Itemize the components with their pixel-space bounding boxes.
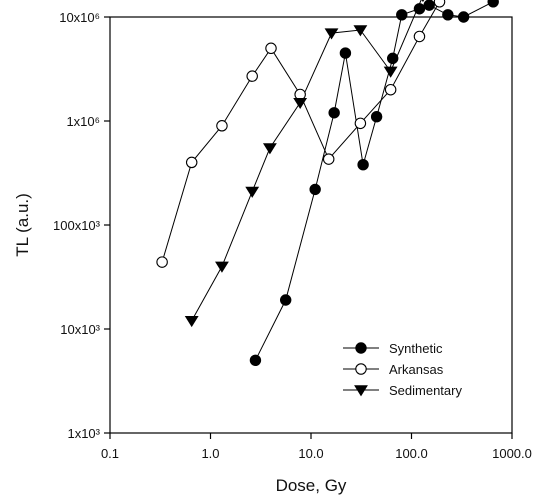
x-tick-label: 1.0 — [201, 446, 219, 461]
x-tick-label: 100.0 — [395, 446, 428, 461]
data-point-sedimentary — [184, 316, 199, 328]
y-tick-label: 100x10³ — [53, 218, 101, 233]
series-line-sedimentary — [191, 0, 422, 322]
data-point-synthetic — [442, 9, 454, 21]
x-axis-title: Dose, Gy — [276, 476, 347, 495]
data-point-synthetic — [309, 183, 321, 196]
data-point-synthetic — [279, 294, 292, 306]
data-point-synthetic — [328, 107, 340, 119]
data-point-synthetic — [487, 0, 499, 8]
data-point-sedimentary — [383, 66, 398, 78]
y-axis-title: TL (a.u.) — [13, 193, 32, 257]
x-tick-label: 1000.0 — [492, 446, 532, 461]
data-point-arkansas — [384, 83, 397, 96]
data-point-sedimentary — [262, 143, 277, 155]
y-tick-label: 1x10⁶ — [66, 114, 100, 129]
series-line-arkansas — [161, 1, 440, 263]
data-point-sedimentary — [215, 261, 229, 273]
data-point-arkansas — [433, 0, 446, 8]
data-point-synthetic — [413, 3, 426, 15]
data-point-arkansas — [354, 117, 367, 130]
data-point-synthetic — [386, 52, 399, 65]
data-point-arkansas — [413, 30, 426, 43]
tick-marks: 0.1 1.0 10.0 100.0 1000.0 1x10³ 10x10³ 100x10³ 1… — [53, 10, 532, 461]
legend-marker-sedimentary — [354, 385, 368, 397]
data-point-arkansas — [265, 42, 277, 55]
data-point-synthetic — [249, 354, 262, 367]
legend-label: Sedimentary — [389, 383, 462, 398]
x-tick-label: 10.0 — [298, 446, 323, 461]
data-point-sedimentary — [245, 186, 260, 198]
data-point-arkansas — [322, 153, 335, 165]
data-point-arkansas — [246, 70, 258, 82]
data-point-arkansas — [185, 156, 198, 169]
data-point-synthetic — [339, 47, 352, 59]
y-tick-label: 10x10⁶ — [59, 10, 100, 25]
data-point-sedimentary — [293, 97, 308, 110]
data-point-synthetic — [396, 9, 408, 21]
data-point-arkansas — [216, 120, 228, 132]
legend-label: Synthetic — [389, 341, 443, 356]
data-point-synthetic — [357, 159, 369, 171]
series-lines — [161, 0, 494, 361]
legend-marker-arkansas — [355, 363, 367, 375]
y-tick-label: 10x10³ — [60, 322, 100, 337]
data-point-sedimentary — [421, 0, 425, 3]
x-tick-label: 0.1 — [101, 446, 119, 461]
data-point-arkansas — [156, 256, 168, 268]
data-point-synthetic — [370, 110, 383, 123]
data-point-synthetic — [457, 11, 470, 23]
legend: Synthetic Arkansas Sedimentary — [343, 341, 462, 398]
series-line-synthetic — [254, 1, 494, 361]
series-points — [156, 0, 499, 367]
y-tick-label: 1x10³ — [67, 426, 100, 441]
legend-label: Arkansas — [389, 362, 444, 377]
data-point-sedimentary — [353, 25, 368, 37]
data-point-synthetic — [423, 0, 435, 11]
data-point-sedimentary — [324, 28, 339, 40]
legend-marker-synthetic — [355, 342, 367, 354]
